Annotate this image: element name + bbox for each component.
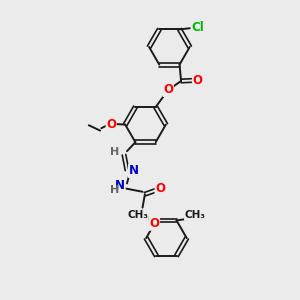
- Text: N: N: [115, 179, 125, 192]
- Text: O: O: [193, 74, 202, 87]
- Text: H: H: [110, 185, 119, 195]
- Text: O: O: [149, 217, 160, 230]
- Text: H: H: [110, 147, 119, 157]
- Text: CH₃: CH₃: [127, 210, 148, 220]
- Text: Cl: Cl: [191, 21, 204, 34]
- Text: N: N: [129, 164, 139, 177]
- Text: CH₃: CH₃: [184, 210, 206, 220]
- Text: O: O: [155, 182, 165, 195]
- Text: O: O: [163, 83, 173, 96]
- Text: O: O: [106, 118, 116, 130]
